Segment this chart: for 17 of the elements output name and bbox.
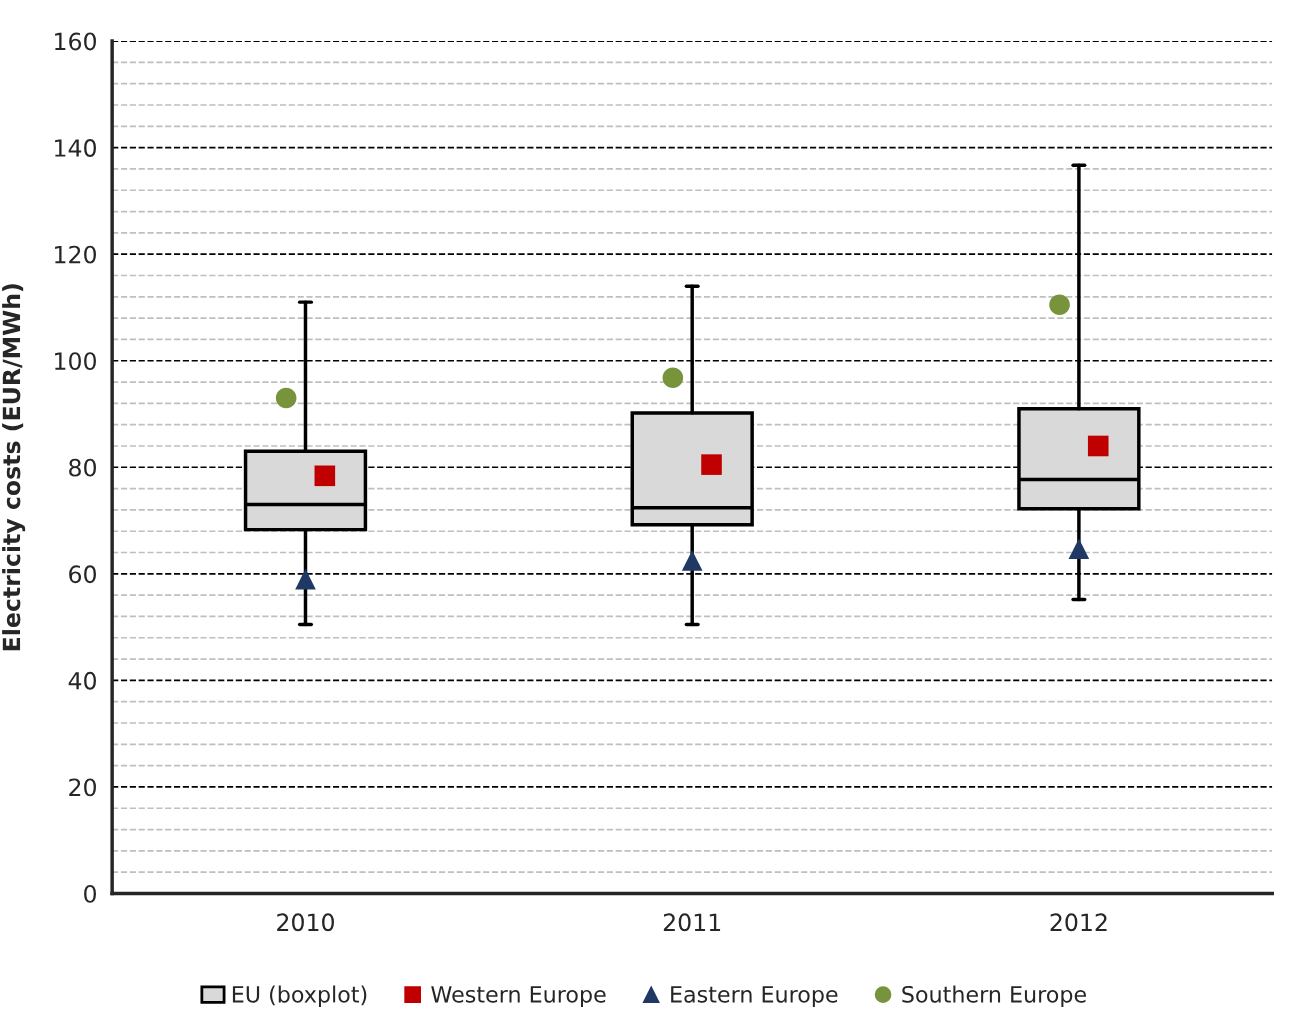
legend-label: EU (boxplot)	[232, 985, 367, 1007]
x-tick-label: 2011	[663, 913, 721, 932]
x-tick-label: 2010	[277, 913, 334, 932]
y-tick-label: 120	[55, 245, 96, 264]
legend-label: Western Europe	[431, 986, 606, 1007]
y-tick-label: 0	[84, 884, 96, 903]
y-tick-label: 100	[55, 352, 96, 371]
y-tick-label: 140	[55, 139, 96, 157]
y-tick-label: 40	[68, 671, 96, 690]
y-tick-label: 160	[55, 32, 96, 51]
y-axis-title: Electricity costs (EUR/MWh)	[2, 284, 26, 651]
y-tick-label: 80	[69, 458, 96, 477]
y-tick-label: 20	[69, 778, 96, 797]
legend-label: Southern Europe	[902, 985, 1086, 1007]
legend-label: Eastern Europe	[671, 986, 838, 1007]
x-tick-label: 2012	[1050, 913, 1107, 932]
y-tick-label: 60	[69, 565, 96, 584]
